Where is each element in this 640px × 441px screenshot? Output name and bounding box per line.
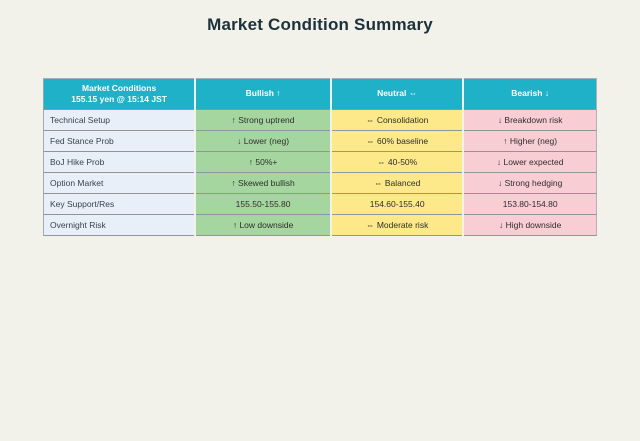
market-condition-table: Market Conditions 155.15 yen @ 15:14 JST… (41, 78, 599, 236)
cell-bearish: ↑ Higher (neg) (464, 131, 597, 152)
table-row: Fed Stance Prob ↓ Lower (neg) ⇔ 60% base… (43, 131, 597, 152)
cell-bearish: ↓ High downside (464, 215, 597, 236)
cell-bullish: ↑ Low downside (196, 215, 330, 236)
cell-neutral: ⇔ Moderate risk (331, 215, 463, 236)
cell-bullish: ↓ Lower (neg) (196, 131, 330, 152)
cell-bearish: ↓ Lower expected (464, 152, 597, 173)
column-header-subtitle: 155.15 yen @ 15:14 JST (71, 94, 167, 104)
table-row: Overnight Risk ↑ Low downside ⇔ Moderate… (43, 215, 597, 236)
cell-bearish: ↓ Strong hedging (464, 173, 597, 194)
row-label: Fed Stance Prob (43, 131, 195, 152)
table-row: Technical Setup ↑ Strong uptrend ⇔ Conso… (43, 110, 597, 131)
cell-bearish: ↓ Breakdown risk (464, 110, 597, 131)
column-header-neutral: Neutral ⇔ (331, 78, 463, 110)
cell-bullish: ↑ Strong uptrend (196, 110, 330, 131)
table-row: BoJ Hike Prob ↑ 50%+ ⇔ 40-50% ↓ Lower ex… (43, 152, 597, 173)
cell-neutral: ⇔ 40-50% (331, 152, 463, 173)
cell-neutral: ⇔ Balanced (331, 173, 463, 194)
cell-bullish: 155.50-155.80 (196, 194, 330, 215)
table-row: Option Market ↑ Skewed bullish ⇔ Balance… (43, 173, 597, 194)
column-header-title: Market Conditions (82, 82, 157, 93)
page-title: Market Condition Summary (207, 15, 433, 34)
row-label: Key Support/Res (43, 194, 195, 215)
row-label: Technical Setup (43, 110, 195, 131)
column-header-market-conditions: Market Conditions 155.15 yen @ 15:14 JST (43, 78, 195, 110)
table-row: Key Support/Res 155.50-155.80 154.60-155… (43, 194, 597, 215)
cell-neutral: ⇔ Consolidation (331, 110, 463, 131)
row-label: Overnight Risk (43, 215, 195, 236)
cell-neutral: 154.60-155.40 (331, 194, 463, 215)
cell-bullish: ↑ 50%+ (196, 152, 330, 173)
column-header-bearish: Bearish ↓ (464, 78, 597, 110)
row-label: Option Market (43, 173, 195, 194)
cell-bearish: 153.80-154.80 (464, 194, 597, 215)
table-header-row: Market Conditions 155.15 yen @ 15:14 JST… (43, 78, 597, 110)
cell-neutral: ⇔ 60% baseline (331, 131, 463, 152)
row-label: BoJ Hike Prob (43, 152, 195, 173)
cell-bullish: ↑ Skewed bullish (196, 173, 330, 194)
column-header-bullish: Bullish ↑ (196, 78, 330, 110)
